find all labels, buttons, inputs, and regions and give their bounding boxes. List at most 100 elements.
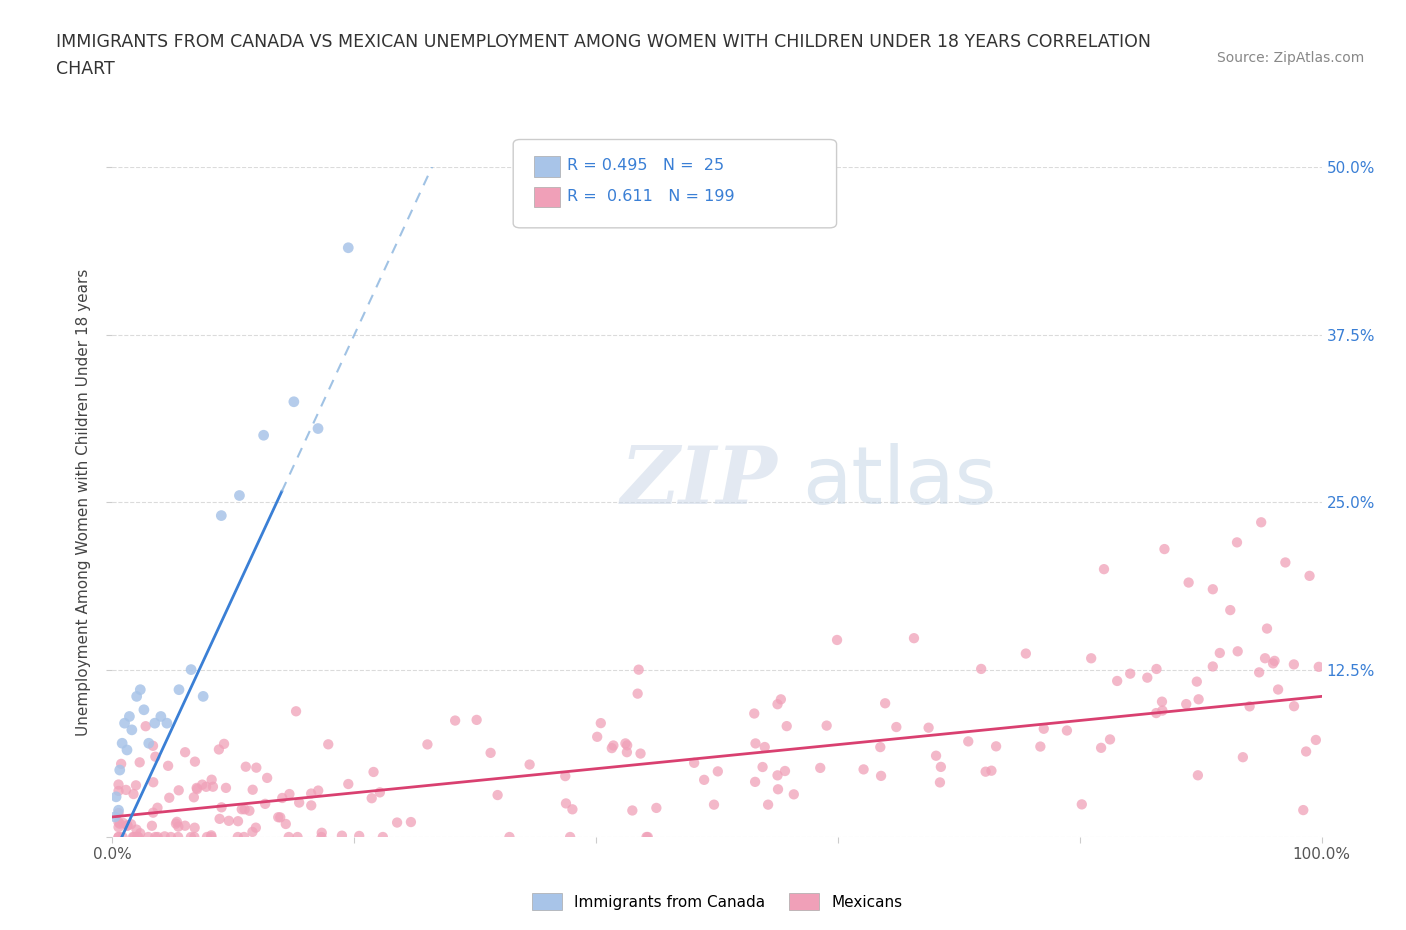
Point: [984, 739, 1007, 754]
Point: [201, 772, 224, 787]
Point: [107, 803, 129, 817]
Text: ZIP: ZIP: [620, 444, 778, 521]
Point: [1295, 744, 1317, 759]
Point: [479, 746, 502, 761]
Point: [1119, 666, 1142, 681]
Point: [108, 763, 131, 777]
Point: [1185, 674, 1208, 689]
Point: [1070, 797, 1092, 812]
Point: [115, 742, 138, 757]
Point: [226, 830, 249, 844]
Point: [783, 787, 806, 802]
Point: [754, 739, 776, 754]
Point: [586, 729, 609, 744]
Point: [180, 830, 202, 844]
Point: [129, 683, 152, 698]
Point: [208, 811, 231, 826]
Point: [869, 739, 891, 754]
Point: [104, 809, 127, 824]
Point: [167, 683, 190, 698]
Point: [1226, 535, 1249, 550]
Point: [707, 764, 730, 778]
Point: [283, 394, 305, 409]
Point: [385, 815, 408, 830]
Point: [1267, 682, 1289, 697]
Point: [1175, 697, 1198, 711]
Point: [274, 817, 297, 831]
Point: [1144, 706, 1167, 721]
Point: [191, 777, 214, 792]
Point: [1056, 724, 1078, 738]
Point: [742, 706, 765, 721]
Point: [316, 737, 339, 751]
Point: [875, 696, 897, 711]
Point: [183, 820, 205, 835]
Point: [149, 709, 172, 724]
Point: [125, 777, 148, 792]
Point: [242, 782, 264, 797]
Point: [766, 782, 789, 797]
Point: [111, 736, 134, 751]
Point: [278, 787, 301, 802]
Point: [929, 760, 952, 775]
Point: [122, 787, 145, 802]
Point: [363, 764, 385, 779]
Point: [233, 802, 256, 817]
Point: [107, 783, 129, 798]
Point: [870, 768, 893, 783]
Point: [1298, 568, 1320, 583]
Point: [128, 755, 150, 770]
Y-axis label: Unemployment Among Women with Children Under 18 years: Unemployment Among Women with Children U…: [76, 269, 91, 736]
Point: [143, 750, 166, 764]
Point: [117, 818, 139, 833]
Point: [498, 830, 520, 844]
Point: [773, 764, 796, 778]
Point: [143, 830, 166, 844]
Point: [1250, 515, 1272, 530]
Point: [1219, 603, 1241, 618]
Point: [621, 803, 644, 817]
Point: [125, 822, 148, 837]
Point: [156, 716, 179, 731]
Point: [111, 830, 134, 844]
Point: [1153, 541, 1175, 556]
Point: [1282, 657, 1305, 671]
Point: [285, 704, 308, 719]
Point: [1264, 654, 1286, 669]
Point: [235, 759, 257, 774]
Point: [160, 830, 183, 844]
Point: [703, 797, 725, 812]
Point: [917, 720, 939, 735]
Point: [589, 716, 612, 731]
Point: [142, 775, 165, 790]
Point: [766, 768, 789, 783]
Point: [1292, 803, 1315, 817]
Point: [636, 830, 658, 844]
Point: [957, 734, 980, 749]
Point: [186, 782, 208, 797]
Point: [114, 716, 136, 731]
Point: [245, 820, 267, 835]
Point: [1282, 698, 1305, 713]
Point: [287, 830, 309, 844]
Point: [1136, 671, 1159, 685]
Point: [215, 780, 238, 795]
Point: [142, 805, 165, 820]
Point: [815, 718, 838, 733]
Text: Source: ZipAtlas.com: Source: ZipAtlas.com: [1216, 51, 1364, 65]
Point: [1261, 656, 1284, 671]
Point: [238, 804, 260, 818]
Text: atlas: atlas: [801, 443, 995, 521]
Point: [307, 783, 329, 798]
Point: [125, 689, 148, 704]
Point: [299, 798, 322, 813]
Point: [183, 790, 205, 804]
Point: [1032, 722, 1054, 737]
Point: [311, 830, 333, 844]
Point: [602, 738, 624, 753]
Point: [1254, 651, 1277, 666]
Point: [360, 790, 382, 805]
Point: [165, 817, 187, 831]
Point: [1187, 692, 1209, 707]
Point: [233, 830, 256, 844]
